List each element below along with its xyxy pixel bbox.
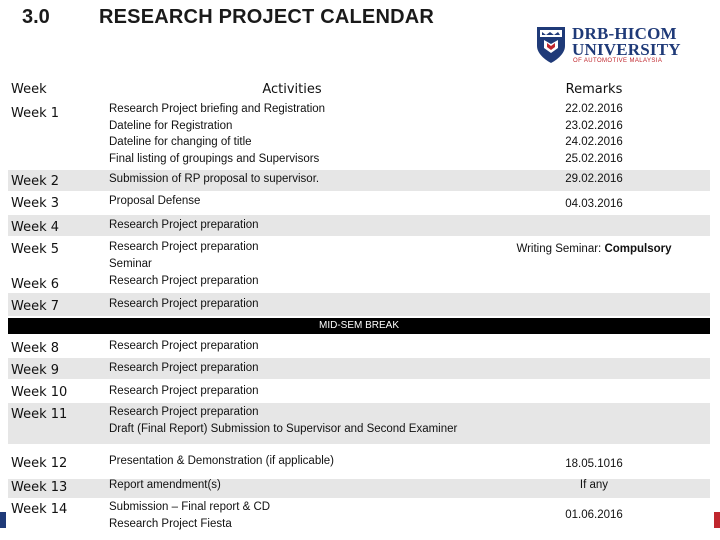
activity-text: Research Project preparation (109, 241, 259, 253)
remark-text: If any (579, 479, 609, 491)
column-header-activities: Activities (262, 82, 322, 97)
activity-text: Submission of RP proposal to supervisor. (109, 173, 320, 185)
activity-text: Dateline for changing of title (109, 136, 252, 148)
week-label: Week 13 (11, 480, 68, 495)
week-label: Week 6 (11, 277, 60, 292)
remark-writing-seminar: Writing Seminar: (516, 243, 605, 255)
table-row: Week 1 Research Project briefing and Reg… (8, 100, 710, 170)
table-header-row: Week Activities Remarks (8, 78, 710, 100)
logo-line-2: UNIVERSITY (572, 40, 681, 59)
activity-text: Presentation & Demonstration (if applica… (109, 455, 335, 467)
brand-accent-right (714, 512, 720, 528)
activity-text: Research Project preparation (109, 385, 259, 397)
logo-line-1: DRB-HICOM (572, 24, 677, 43)
activity-text: Proposal Defense (109, 195, 201, 207)
activity-text: Research Project preparation (109, 340, 259, 352)
table-row: Week 14 Submission – Final report & CD R… (8, 499, 710, 535)
remark-text: 25.02.2016 (565, 153, 623, 165)
activity-text: Dateline for Registration (109, 120, 233, 132)
table-row: Week 8 Research Project preparation (8, 336, 710, 358)
activity-text: Research Project preparation (109, 362, 259, 374)
week-label: Week 12 (11, 456, 68, 471)
remark-text: 29.02.2016 (565, 173, 623, 185)
remark-text: 23.02.2016 (565, 120, 623, 132)
table-row: Week 12 Presentation & Demonstration (if… (8, 445, 710, 479)
table-row: Week 4 Research Project preparation (8, 215, 710, 237)
week-label: Week 1 (11, 106, 60, 121)
table-row: Week 2 Submission of RP proposal to supe… (8, 170, 710, 192)
mid-sem-break-banner: MID-SEM BREAK (8, 318, 710, 334)
page-title: RESEARCH PROJECT CALENDAR (99, 6, 435, 28)
table-row: Week 7 Research Project preparation (8, 293, 710, 317)
logo-line-3: OF AUTOMOTIVE MALAYSIA (573, 58, 663, 64)
activity-text: Research Project preparation (109, 406, 259, 418)
table-row: Week 10 Research Project preparation (8, 380, 710, 403)
week-label: Week 2 (11, 174, 60, 189)
week-label: Week 8 (11, 341, 60, 356)
remark-text: 22.02.2016 (565, 103, 623, 115)
remark-text: Writing Seminar: Compulsory (478, 241, 710, 258)
remark-text: 04.03.2016 (565, 198, 623, 210)
activity-text: Seminar (109, 258, 152, 270)
activity-text: Final listing of groupings and Superviso… (109, 153, 320, 165)
remark-text: 01.06.2016 (565, 509, 623, 521)
remark-text: 24.02.2016 (565, 136, 623, 148)
column-header-week: Week (11, 82, 47, 97)
activity-text: Draft (Final Report) Submission to Super… (109, 423, 458, 435)
activity-text: Research Project Fiesta (109, 518, 232, 530)
activity-text: Report amendment(s) (109, 479, 221, 491)
week-label: Week 10 (11, 385, 68, 400)
column-header-remarks: Remarks (565, 82, 623, 97)
table-row: Week 11 Research Project preparation Dra… (8, 403, 710, 445)
section-number: 3.0 (22, 6, 50, 28)
week-label: Week 11 (11, 407, 68, 422)
remark-text: 18.05.1016 (565, 458, 623, 470)
brand-accent-left (0, 512, 6, 528)
university-logo: DRB-HICOM UNIVERSITY OF AUTOMOTIVE MALAY… (536, 24, 686, 70)
week-label: Week 5 (11, 242, 60, 257)
activity-text: Submission – Final report & CD (109, 501, 271, 513)
week-label: Week 7 (11, 299, 60, 314)
table-row: Week 13 Report amendment(s) If any (8, 479, 710, 499)
table-row: Week 9 Research Project preparation (8, 358, 710, 380)
week-label: Week 4 (11, 220, 60, 235)
week-label: Week 14 (11, 502, 68, 517)
week-label: Week 3 (11, 196, 60, 211)
week-label: Week 9 (11, 363, 60, 378)
table-row: Week 5 Week 6 Research Project preparati… (8, 237, 710, 293)
activity-text: Research Project preparation (109, 298, 259, 310)
activity-text: Research Project briefing and Registrati… (109, 103, 326, 115)
activity-text: Research Project preparation (109, 275, 259, 287)
table-row: Week 3 Proposal Defense 04.03.2016 (8, 192, 710, 215)
activity-text: Research Project preparation (109, 219, 259, 231)
remark-compulsory: Compulsory (604, 243, 672, 255)
university-shield-icon (537, 27, 565, 63)
